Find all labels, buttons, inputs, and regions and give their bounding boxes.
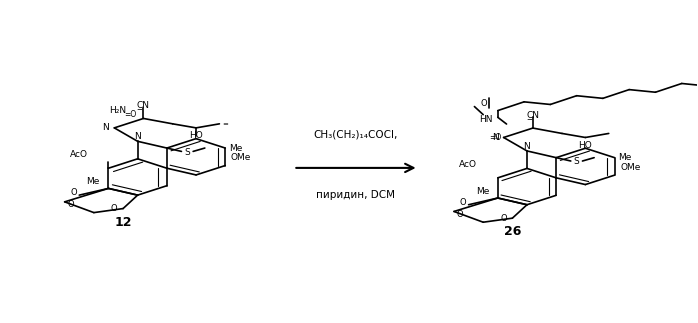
Text: N: N xyxy=(103,123,110,132)
Text: OMe: OMe xyxy=(231,153,251,162)
Text: Me: Me xyxy=(475,187,489,196)
Text: O: O xyxy=(111,204,117,213)
Text: O: O xyxy=(500,214,507,223)
Text: S: S xyxy=(184,148,190,157)
Text: OMe: OMe xyxy=(620,162,641,172)
Text: O: O xyxy=(67,200,74,209)
Text: N: N xyxy=(492,133,498,142)
Text: AcO: AcO xyxy=(70,150,88,159)
Text: 12: 12 xyxy=(114,215,132,228)
Text: O: O xyxy=(70,188,77,197)
Text: Me: Me xyxy=(618,153,632,162)
Text: H₂N: H₂N xyxy=(109,106,126,115)
Text: HN: HN xyxy=(480,116,493,124)
Text: CH₃(CH₂)₁₄COCl,: CH₃(CH₂)₁₄COCl, xyxy=(314,129,398,139)
Text: =O: =O xyxy=(124,110,137,119)
Text: S: S xyxy=(574,157,579,166)
Text: Me: Me xyxy=(87,177,100,186)
Text: O: O xyxy=(456,210,463,219)
Text: N: N xyxy=(524,142,530,151)
Text: Me: Me xyxy=(229,143,242,152)
Text: HO: HO xyxy=(189,131,203,140)
Text: N: N xyxy=(134,132,141,141)
Text: C̲N: C̲N xyxy=(137,100,150,109)
Text: =: = xyxy=(223,121,228,127)
Text: 26: 26 xyxy=(504,225,521,238)
Text: =O: =O xyxy=(489,133,501,142)
Text: C̲N: C̲N xyxy=(526,110,540,119)
Text: O: O xyxy=(480,99,487,108)
Text: O: O xyxy=(459,198,466,206)
Text: HO: HO xyxy=(579,141,592,150)
Text: AcO: AcO xyxy=(459,160,477,169)
Text: пиридин, DCM: пиридин, DCM xyxy=(316,190,396,200)
